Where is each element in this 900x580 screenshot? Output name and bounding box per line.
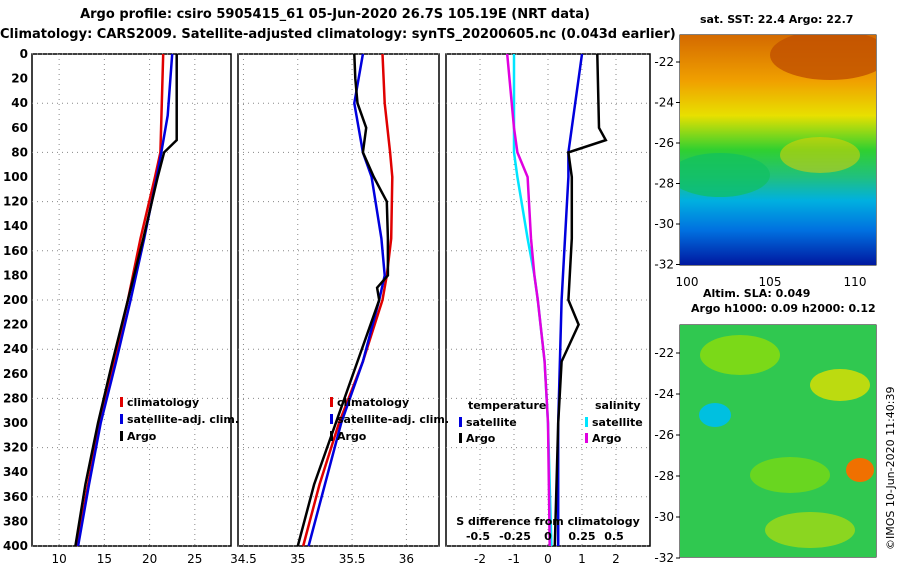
- legend-swatch: [459, 417, 462, 427]
- x-tick-label: -1: [508, 552, 520, 566]
- y-tick-label: 0: [20, 47, 28, 61]
- y-tick-label: 200: [3, 293, 28, 307]
- y-tick-label: 180: [3, 268, 28, 282]
- x-tick-label: 20: [142, 552, 157, 566]
- y-tick-label: 220: [3, 318, 28, 332]
- legend-swatch: [330, 431, 333, 441]
- series-line-argo: [296, 53, 390, 547]
- legend-swatch: [330, 414, 333, 424]
- legend-swatch: [585, 417, 588, 427]
- legend-swatch: [459, 433, 462, 443]
- sst-lat-label: -30: [654, 217, 674, 231]
- y-tick-label: 120: [3, 195, 28, 209]
- legend-swatch: [120, 431, 123, 441]
- y-tick-label: 300: [3, 416, 28, 430]
- y-tick-label: 100: [3, 170, 28, 184]
- y-tick-label: 280: [3, 391, 28, 405]
- y-tick-label: 380: [3, 514, 28, 528]
- y-tick-label: 260: [3, 367, 28, 381]
- legend-title-temperature: temperature: [468, 399, 546, 412]
- sst-lon-label: 105: [759, 275, 782, 289]
- sst-title: sat. SST: 22.4 Argo: 22.7: [700, 13, 854, 26]
- legend-label: climatology: [337, 396, 409, 409]
- plot-title-line2: Climatology: CARS2009. Satellite-adjuste…: [0, 27, 676, 42]
- series-line-salinity-satellite: [512, 54, 553, 547]
- sla-lat-label: -28: [654, 469, 674, 483]
- sst-map: [680, 35, 876, 265]
- legend-label: satellite-adj. clim.: [337, 413, 449, 426]
- x-tick-label: 0: [544, 552, 552, 566]
- series-line-salinity-argo: [505, 53, 551, 547]
- sla-title-2: Argo h1000: 0.09 h2000: 0.12: [691, 302, 876, 315]
- y-tick-label: 40: [11, 96, 28, 110]
- y-tick-label: 160: [3, 244, 28, 258]
- sla-lat-label: -26: [654, 428, 674, 442]
- legend-label: Argo: [127, 430, 157, 443]
- sst-lat-label: -32: [654, 258, 674, 272]
- y-tick-label: 360: [3, 490, 28, 504]
- s-diff-tick-label: -0.5: [466, 530, 490, 543]
- legend-swatch: [120, 397, 123, 407]
- sla-title-1: Altim. SLA: 0.049: [703, 287, 811, 300]
- plot-title-line1: Argo profile: csiro 5905415_61 05-Jun-20…: [80, 7, 590, 22]
- y-tick-label: 80: [11, 145, 28, 159]
- y-tick-label: 320: [3, 441, 28, 455]
- x-tick-label: 10: [51, 552, 66, 566]
- y-tick-label: 240: [3, 342, 28, 356]
- sst-lat-label: -24: [654, 96, 674, 110]
- sst-field: [680, 35, 876, 265]
- y-tick-label: 400: [3, 539, 28, 553]
- legend-label: Argo: [466, 432, 496, 445]
- s-diff-tick-label: -0.25: [499, 530, 531, 543]
- y-tick-label: 340: [3, 465, 28, 479]
- legend-swatch: [330, 397, 333, 407]
- x-tick-label: 15: [97, 552, 112, 566]
- credit-stamp: ©IMOS 10-Jun-2020 11:40:39: [884, 386, 897, 550]
- series-line-satellite-adj--clim-: [76, 53, 174, 547]
- x-tick-label: 36: [399, 552, 414, 566]
- sla-field: [680, 325, 876, 557]
- sla-lat-label: -22: [654, 346, 674, 360]
- x-tick-label: 35.5: [339, 552, 366, 566]
- sla-lat-label: -30: [654, 510, 674, 524]
- sst-lon-label: 100: [676, 275, 699, 289]
- sla-lat-label: -32: [654, 551, 674, 565]
- legend-label: Argo: [592, 432, 622, 445]
- legend-swatch: [120, 414, 123, 424]
- series-line-temperature-satellite: [556, 53, 584, 546]
- series-line-argo: [74, 54, 178, 547]
- legend-label: satellite: [592, 416, 643, 429]
- s-diff-tick-label: 0: [544, 530, 552, 543]
- legend-label: satellite: [466, 416, 517, 429]
- legend-swatch: [585, 433, 588, 443]
- x-tick-label: 35: [290, 552, 305, 566]
- legend-label: Argo: [337, 430, 367, 443]
- sst-lat-label: -28: [654, 177, 674, 191]
- x-tick-label: 1: [578, 552, 586, 566]
- sla-lat-label: -24: [654, 387, 674, 401]
- legend-label: satellite-adj. clim.: [127, 413, 239, 426]
- x-tick-label: -2: [474, 552, 486, 566]
- series-line-satellite-adj--clim-: [307, 53, 386, 547]
- x-tick-label: 2: [612, 552, 620, 566]
- sla-map: [680, 325, 876, 557]
- s-diff-tick-label: 0.5: [604, 530, 624, 543]
- series-line-temperature-argo: [553, 53, 608, 547]
- y-tick-label: 60: [11, 121, 28, 135]
- x-tick-label: 25: [187, 552, 202, 566]
- sst-lon-label: 110: [844, 275, 867, 289]
- legend-title-salinity: salinity: [595, 399, 641, 412]
- y-tick-label: 140: [3, 219, 28, 233]
- sst-lat-label: -22: [654, 55, 674, 69]
- sst-lat-label: -26: [654, 136, 674, 150]
- x-tick-label: 34.5: [230, 552, 257, 566]
- x-axis-title: S difference from climatology: [456, 515, 640, 528]
- y-tick-label: 20: [11, 72, 28, 86]
- s-diff-tick-label: 0.25: [568, 530, 595, 543]
- legend-label: climatology: [127, 396, 199, 409]
